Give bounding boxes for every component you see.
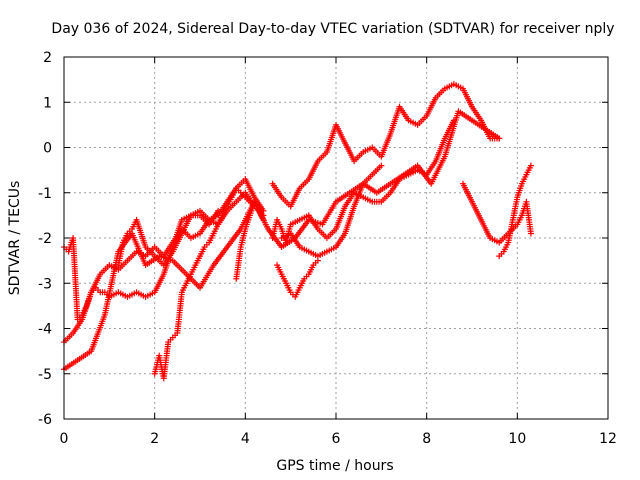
- series-12: [496, 162, 534, 260]
- y-tick-labels: -6 -5 -4 -3 -2 -1 0 1 2: [38, 50, 52, 428]
- series-9: [274, 257, 321, 300]
- chart-title: Day 036 of 2024, Sidereal Day-to-day VTE…: [51, 21, 614, 37]
- series-4: [115, 207, 222, 269]
- y-tick-label: 0: [43, 141, 52, 157]
- x-axis-label: GPS time / hours: [276, 458, 393, 474]
- data-point: [527, 162, 534, 169]
- data-point: [527, 230, 534, 237]
- x-tick-label: 10: [508, 431, 526, 447]
- y-tick-label: 2: [43, 50, 52, 66]
- x-tick-label: 8: [422, 431, 431, 447]
- y-tick-label: -4: [38, 322, 52, 338]
- plot-frame: [63, 56, 609, 420]
- series-5: [151, 185, 267, 382]
- y-tick-label: -3: [38, 276, 52, 292]
- y-tick-label: -2: [38, 231, 52, 247]
- series-6: [233, 198, 267, 282]
- x-tick-label: 6: [332, 431, 341, 447]
- y-tick-label: -6: [38, 412, 52, 428]
- series-8: [269, 117, 457, 246]
- data-point: [496, 135, 503, 142]
- x-tick-label: 2: [150, 431, 159, 447]
- y-tick-label: -1: [38, 186, 52, 202]
- x-tick-label: 4: [241, 431, 250, 447]
- y-tick-label: 1: [43, 95, 52, 111]
- y-tick-label: -5: [38, 367, 52, 383]
- data-point: [215, 207, 222, 214]
- x-tick-label: 12: [599, 431, 617, 447]
- data-point: [260, 216, 267, 223]
- series-10: [278, 162, 385, 260]
- x-tick-labels: 0 2 4 6 8 10 12: [60, 431, 617, 447]
- series-7: [269, 81, 503, 210]
- data-marks: [61, 81, 534, 382]
- data-point: [378, 162, 385, 169]
- data-point: [450, 117, 457, 124]
- y-axis-label: SDTVAR / TECUs: [7, 181, 23, 296]
- x-tick-label: 0: [60, 431, 69, 447]
